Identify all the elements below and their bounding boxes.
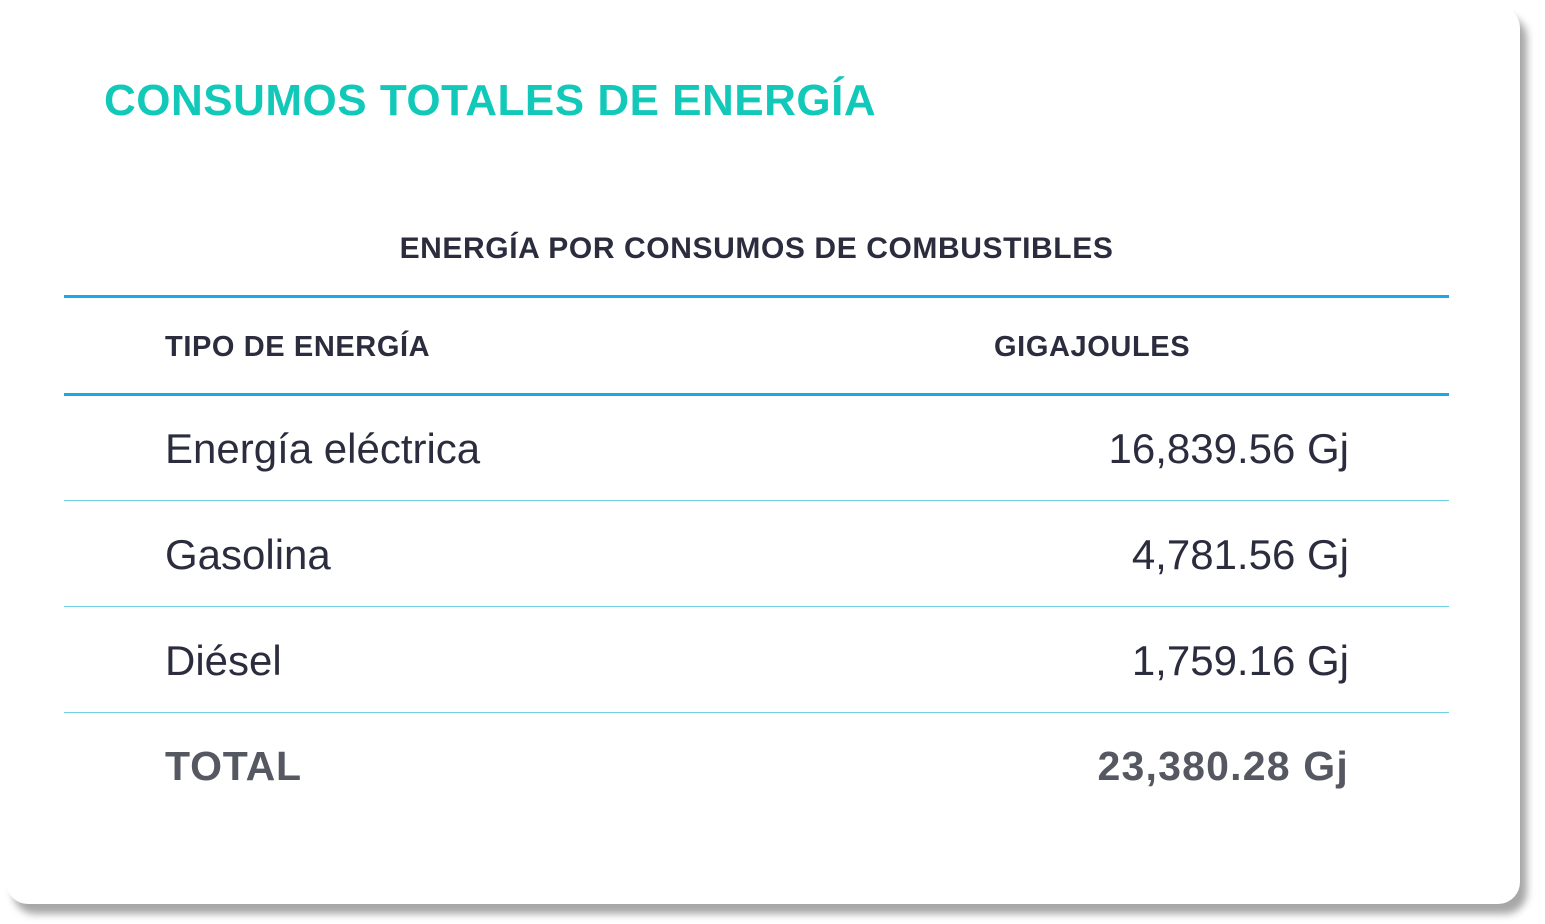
row-label-diesel: Diésel xyxy=(165,637,282,684)
total-label: TOTAL xyxy=(165,743,302,789)
row-divider xyxy=(64,500,1449,501)
column-header-gigajoules: GIGAJOULES xyxy=(994,331,1191,363)
column-header-type: TIPO DE ENERGÍA xyxy=(165,331,431,363)
total-value: 23,380.28 Gj xyxy=(1097,743,1349,789)
row-divider xyxy=(64,606,1449,607)
energy-card xyxy=(6,6,1520,904)
row-value-diesel: 1,759.16 Gj xyxy=(1131,637,1349,684)
row-value-gasoline: 4,781.56 Gj xyxy=(1131,531,1349,578)
row-value-electricity: 16,839.56 Gj xyxy=(1108,425,1349,472)
header-top-rule xyxy=(64,295,1449,298)
page-title: CONSUMOS TOTALES DE ENERGÍA xyxy=(104,76,877,125)
header-bottom-rule xyxy=(64,393,1449,396)
row-divider xyxy=(64,712,1449,713)
table-caption: ENERGÍA POR CONSUMOS DE COMBUSTIBLES xyxy=(399,232,1114,265)
row-label-electricity: Energía eléctrica xyxy=(165,425,481,472)
row-label-gasoline: Gasolina xyxy=(165,531,331,578)
